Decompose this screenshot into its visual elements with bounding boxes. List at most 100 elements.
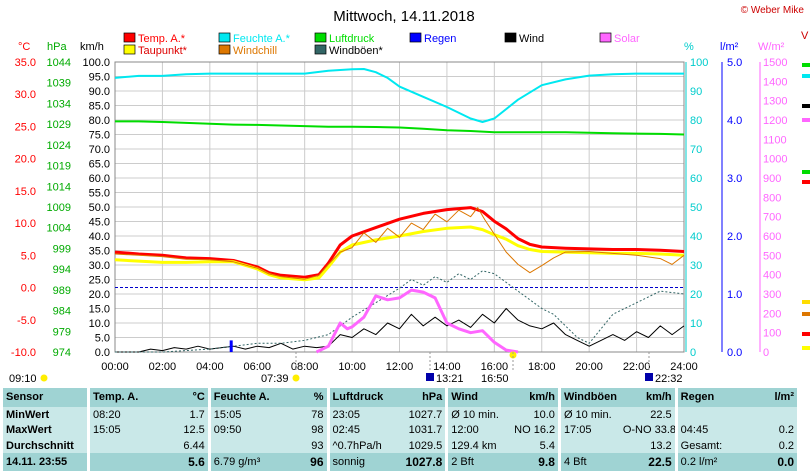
hum-tick-label: 90: [690, 86, 702, 98]
cell: 09:50: [207, 422, 275, 438]
wind-tick-label: 10.0: [89, 318, 110, 330]
x-tick-label: 10:00: [338, 361, 366, 373]
hum-unit-label: %: [684, 41, 694, 53]
right-edge-legend: V: [801, 30, 810, 350]
row-label: MinWert: [3, 406, 89, 423]
wind-tick-label: 75.0: [89, 130, 110, 142]
moon-phase-icon: [426, 373, 434, 381]
press-tick-label: 1039: [47, 78, 71, 90]
wind-header: Wind: [445, 388, 512, 407]
wind-tick-label: 90.0: [89, 86, 110, 98]
edge-legend-swatch: [802, 118, 810, 122]
wind-tick-label: 35.0: [89, 246, 110, 258]
legend-swatch: [218, 32, 231, 43]
sunrise-label: 07:39: [261, 373, 289, 385]
credit-text[interactable]: © Weber Mike: [741, 5, 805, 16]
legend-swatch: [123, 44, 136, 55]
cell: 9.8: [511, 453, 560, 471]
series-lines: [114, 68, 685, 354]
wind-tick-label: 85.0: [89, 101, 110, 113]
cell: Ø 10 min.: [445, 406, 512, 423]
hum-tick-label: 40: [690, 231, 702, 243]
wind-tick-label: 55.0: [89, 188, 110, 200]
legend-swatch: [599, 32, 612, 43]
temp-tick-label: 0.0: [21, 283, 36, 295]
gust-header: Windböen: [557, 388, 620, 407]
cell: 02:45: [326, 422, 399, 438]
edge-legend-swatch: [802, 180, 810, 184]
rain-unit-label: l/m²: [720, 41, 739, 53]
press-tick-label: 1029: [47, 119, 71, 131]
rain-tick-label: 4.0: [727, 115, 742, 127]
cell: 12:00: [445, 422, 512, 438]
x-tick-label: 06:00: [243, 361, 271, 373]
sunrise-icon: [292, 374, 300, 382]
cell: 08:20: [87, 406, 154, 423]
stats-row-max: MaxWert 15:05 12.5 09:50 98 02:45 1031.7…: [3, 422, 797, 438]
solar-tick-label: 1400: [763, 76, 787, 88]
cell: [674, 406, 751, 423]
moon-icon: [40, 374, 48, 382]
wind-tick-label: 70.0: [89, 144, 110, 156]
cell: 1031.7: [398, 422, 447, 438]
cell: 1027.7: [398, 406, 447, 423]
cell: [750, 406, 797, 423]
press-tick-label: 1034: [47, 98, 71, 110]
x-tick-label: 18:00: [528, 361, 556, 373]
wind-unit: km/h: [511, 388, 560, 407]
solar-tick-label: 800: [763, 192, 781, 204]
sunset-label: 16:50: [481, 373, 509, 385]
legend: Temp. A.* Feuchte A.* Luftdruck Regen Wind So…: [123, 32, 640, 57]
x-tick-label: 14:00: [433, 361, 461, 373]
gust-unit: km/h: [619, 388, 677, 407]
x-tick-label: 04:00: [196, 361, 224, 373]
cell: O-NO 33.8: [619, 422, 677, 438]
rain-header: Regen: [674, 388, 751, 407]
x-tick-label: 16:00: [481, 361, 509, 373]
row-label: MaxWert: [3, 422, 89, 438]
cell: 17:05: [557, 422, 620, 438]
edge-legend-swatch: [802, 312, 810, 316]
legend-swatch: [504, 32, 517, 43]
cell: 0.2: [750, 437, 797, 454]
rain-tick-label: 5.0: [727, 57, 742, 69]
cell: Ø 10 min.: [557, 406, 620, 423]
cell: 5.6: [153, 453, 210, 471]
x-tick-label: 24:00: [670, 361, 698, 373]
cell: 96: [274, 453, 329, 471]
x-tick-label: 08:00: [291, 361, 319, 373]
legend-swatch: [218, 44, 231, 55]
legend-label: Temp. A.*: [138, 33, 186, 45]
cell: 6.79 g/m³: [207, 453, 275, 471]
wind-tick-label: 5.0: [95, 333, 110, 345]
cell: 1029.5: [398, 437, 447, 454]
axis-ticks: 35.0 30.0 25.0 20.0 15.0 10.0 5.0 0.0 -5.0 -10.0 1…: [11, 57, 788, 359]
cell: 93: [274, 437, 329, 454]
axis-units: °C hPa km/h% l/m² W/m²: [18, 41, 785, 53]
cell: 13.2: [619, 437, 677, 454]
temp-tick-label: 35.0: [15, 57, 36, 69]
cell: 22.5: [619, 453, 677, 471]
series-windchill: [114, 207, 685, 280]
cell: 15:05: [87, 422, 154, 438]
legend-label: Wind: [519, 33, 544, 45]
temp-unit: °C: [153, 388, 210, 407]
wind-tick-label: 95.0: [89, 72, 110, 84]
solar-unit-label: W/m²: [758, 41, 785, 53]
press-tick-label: 984: [53, 306, 71, 318]
cell: 0.0: [750, 453, 797, 471]
solar-tick-label: 400: [763, 270, 781, 282]
cell: 23:05: [326, 406, 399, 423]
solar-tick-label: 600: [763, 231, 781, 243]
plot-frame: [114, 61, 685, 353]
cell: 2 Bft: [445, 453, 512, 471]
legend-swatch: [314, 44, 327, 55]
press-header: Luftdruck: [326, 388, 399, 407]
cell: [207, 437, 275, 454]
moon-rise-label: 09:10: [9, 373, 37, 385]
press-tick-label: 989: [53, 285, 71, 297]
legend-swatch: [409, 32, 422, 43]
temp-tick-label: -5.0: [17, 315, 36, 327]
edge-legend-swatch: [802, 63, 810, 67]
wind-tick-label: 25.0: [89, 275, 110, 287]
